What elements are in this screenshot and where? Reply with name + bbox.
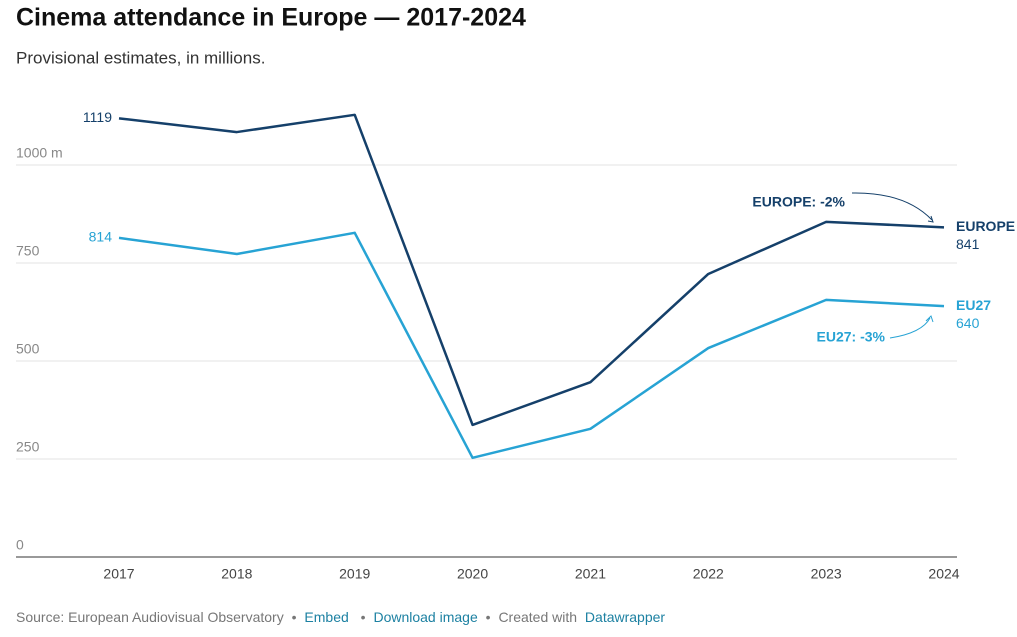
x-tick-label: 2018 (221, 566, 252, 582)
annotation: EUROPE: -2% (752, 194, 845, 210)
source: Source: European Audiovisual Observatory (16, 609, 284, 625)
series-label: EUROPE (956, 218, 1015, 234)
annotation: EU27: -3% (817, 329, 886, 345)
annotation-arrow (851, 192, 933, 221)
x-tick-label: 2020 (457, 566, 488, 582)
end-value-label: 640 (956, 315, 980, 331)
annotation-arrow (889, 317, 931, 339)
download-link[interactable]: Download image (373, 609, 477, 625)
x-tick-label: 2017 (103, 566, 134, 582)
start-value-label: 1119 (83, 109, 112, 125)
separator: • (486, 609, 491, 625)
line (118, 113, 945, 427)
x-tick-label: 2021 (575, 566, 606, 582)
y-tick-label: 1000 m (16, 145, 63, 161)
brand-link[interactable]: Datawrapper (585, 609, 665, 625)
series-label: EU27 (956, 297, 991, 313)
x-tick-label: 2022 (693, 566, 724, 582)
start-value-label: 814 (89, 229, 113, 245)
x-tick-label: 2024 (928, 566, 959, 582)
created-with: Created with (498, 609, 577, 625)
footer: Source: European Audiovisual Observatory… (16, 609, 665, 625)
chart-subtitle: Provisional estimates, in millions. (16, 48, 265, 67)
x-tick-label: 2019 (339, 566, 370, 582)
embed-link[interactable]: Embed (304, 609, 348, 625)
y-tick-label: 250 (16, 439, 40, 455)
y-tick-label: 750 (16, 243, 40, 259)
separator: • (361, 609, 366, 625)
y-tick-label: 0 (16, 537, 24, 553)
end-value-label: 841 (956, 236, 980, 252)
x-tick-label: 2023 (811, 566, 842, 582)
arrow-head (925, 315, 934, 323)
separator: • (292, 609, 297, 625)
line (118, 231, 945, 460)
chart-title: Cinema attendance in Europe — 2017-2024 (16, 4, 526, 32)
y-tick-label: 500 (16, 341, 40, 357)
arrow-head (927, 215, 934, 223)
